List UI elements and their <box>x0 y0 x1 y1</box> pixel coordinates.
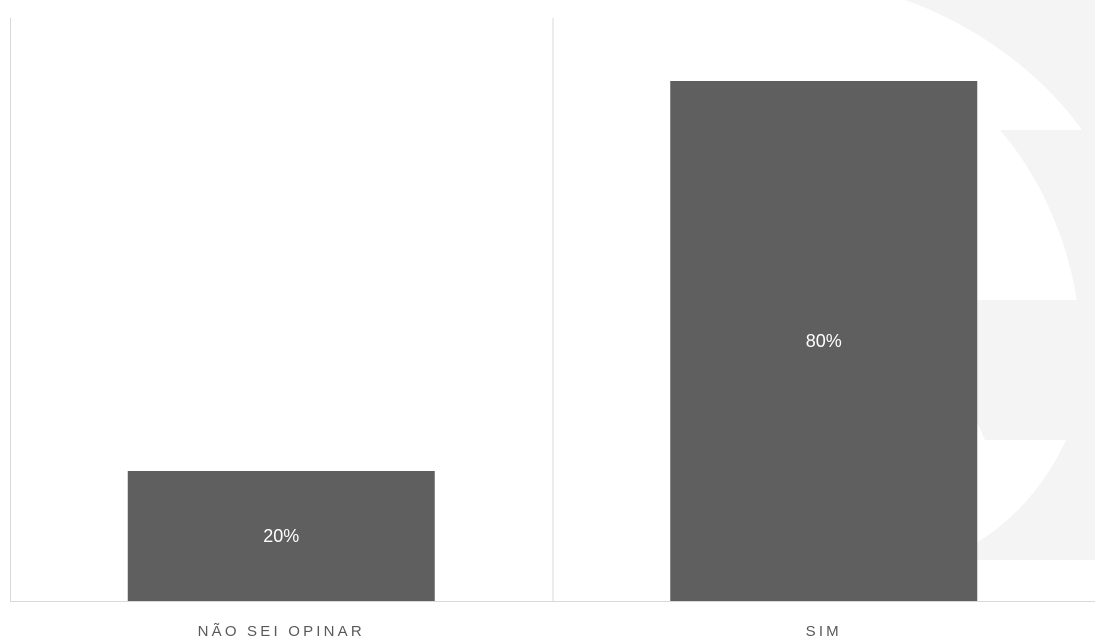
category-label: SIM <box>806 623 842 640</box>
bars-group <box>127 81 978 601</box>
watermark-shape-2 <box>940 130 1095 560</box>
labels-group: 20% NÃO SEI OPINAR 80% SIM <box>198 331 842 640</box>
data-label: 20% <box>263 526 299 546</box>
bar-1 <box>127 471 435 601</box>
category-dividers <box>10 18 554 601</box>
watermark-shape-1 <box>905 0 1095 150</box>
bar-2 <box>670 81 978 601</box>
category-label: NÃO SEI OPINAR <box>198 623 365 640</box>
data-label: 80% <box>806 331 842 351</box>
